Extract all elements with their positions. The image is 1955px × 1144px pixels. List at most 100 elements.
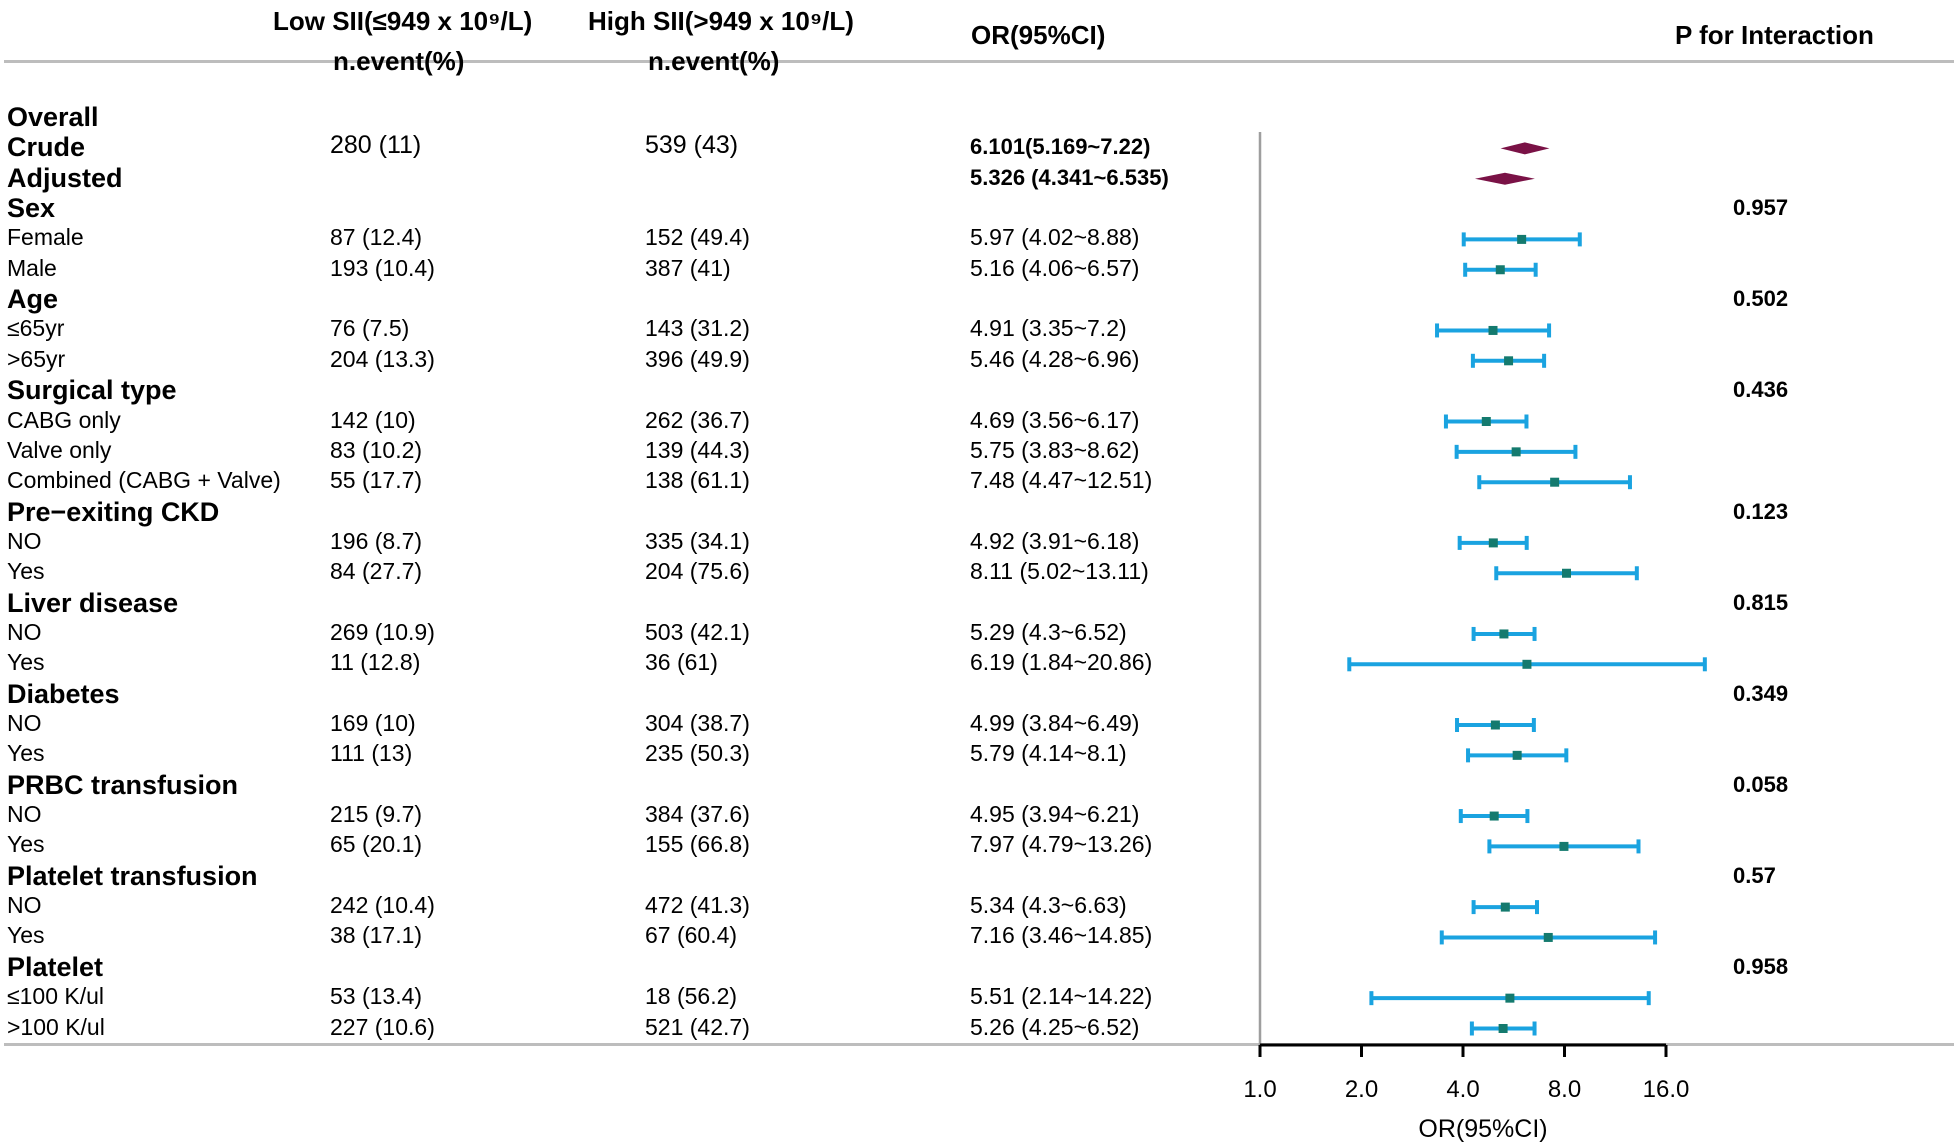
group-label: Overall: [7, 102, 99, 132]
low-sii-value: 242 (10.4): [330, 892, 435, 919]
x-tick-label: 1.0: [1243, 1076, 1276, 1103]
x-tick-label: 8.0: [1548, 1076, 1581, 1103]
low-sii-value: 55 (17.7): [330, 467, 423, 494]
header-p-title: P for Interaction: [1675, 20, 1874, 50]
or-ci-value: 5.51 (2.14~14.22): [970, 983, 1153, 1010]
high-sii-value: 155 (66.8): [645, 831, 750, 858]
or-ci-value: 4.91 (3.35~7.2): [970, 315, 1127, 342]
row-label: ≤65yr: [7, 315, 65, 342]
high-sii-value: 335 (34.1): [645, 527, 750, 554]
or-point: [1481, 417, 1491, 426]
or-point: [1489, 811, 1499, 821]
group-label: Surgical type: [7, 375, 177, 406]
top-rule: [4, 60, 1954, 63]
or-point: [1490, 720, 1500, 730]
or-ci-value: 5.97 (4.02~8.88): [970, 224, 1140, 251]
low-sii-value: 227 (10.6): [330, 1013, 435, 1040]
group-label: Age: [7, 284, 59, 315]
header-low-sub: n.event(%): [333, 46, 465, 76]
row-label: NO: [7, 892, 42, 919]
high-sii-value: 204 (75.6): [645, 558, 750, 585]
low-sii-value: 83 (10.2): [330, 436, 423, 463]
group-label: Diabetes: [7, 678, 120, 709]
or-point: [1500, 902, 1510, 912]
row-label: Yes: [7, 831, 45, 858]
row-label: Female: [7, 224, 84, 251]
or-ci-value: 5.326 (4.341~6.535): [970, 164, 1169, 190]
x-axis-title: OR(95%CI): [1418, 1115, 1547, 1143]
low-sii-value: 76 (7.5): [330, 315, 410, 342]
or-point: [1512, 750, 1522, 760]
group-label: Platelet transfusion: [7, 860, 258, 891]
row-label: Combined (CABG + Valve): [7, 467, 281, 494]
or-point: [1499, 629, 1509, 639]
low-sii-value: 280 (11): [330, 131, 422, 160]
group-label: Sex: [7, 193, 56, 224]
high-sii-value: 503 (42.1): [645, 618, 750, 645]
summary-diamond: [1474, 172, 1535, 185]
header-or-title: OR(95%CI): [971, 20, 1106, 50]
row-label: Yes: [7, 558, 45, 585]
or-ci-value: 5.75 (3.83~8.62): [970, 436, 1140, 463]
or-ci-value: 7.48 (4.47~12.51): [970, 467, 1153, 494]
low-sii-value: 65 (20.1): [330, 831, 423, 858]
row-label: ≤100 K/ul: [7, 983, 105, 1010]
or-ci-value: 5.26 (4.25~6.52): [970, 1013, 1140, 1040]
header-high-title: High SII(>949 x 10⁹/L): [588, 6, 854, 36]
low-sii-value: 169 (10): [330, 710, 416, 736]
low-sii-value: 53 (13.4): [330, 983, 423, 1010]
group-label: Pre−exiting CKD: [7, 496, 220, 527]
bottom-rule: [4, 1043, 1954, 1046]
low-sii-value: 11 (12.8): [330, 649, 421, 676]
or-ci-value: 5.29 (4.3~6.52): [970, 618, 1127, 645]
row-label: Male: [7, 254, 57, 281]
x-tick-label: 16.0: [1643, 1076, 1690, 1103]
row-label: NO: [7, 801, 42, 828]
low-sii-value: 87 (12.4): [330, 224, 423, 251]
or-point: [1488, 538, 1498, 548]
or-ci-value: 6.101(5.169~7.22): [970, 134, 1151, 160]
low-sii-value: 196 (8.7): [330, 527, 423, 554]
x-tick-label: 4.0: [1446, 1076, 1479, 1103]
row-label: Yes: [7, 922, 45, 949]
row-label: Yes: [7, 740, 45, 767]
or-point: [1498, 1024, 1508, 1033]
or-ci-value: 5.34 (4.3~6.63): [970, 892, 1127, 919]
or-ci-value: 5.79 (4.14~8.1): [970, 740, 1127, 767]
row-label: Valve only: [7, 436, 112, 463]
or-ci-value: 5.16 (4.06~6.57): [970, 254, 1140, 281]
or-ci-value: 8.11 (5.02~13.11): [970, 558, 1149, 585]
or-point: [1550, 477, 1560, 487]
or-point: [1559, 841, 1569, 851]
row-label: >65yr: [7, 345, 66, 372]
group-label: Adjusted: [7, 162, 123, 193]
header-high-sub: n.event(%): [648, 46, 780, 76]
or-ci-value: 5.46 (4.28~6.96): [970, 345, 1140, 372]
high-sii-value: 262 (36.7): [645, 406, 750, 433]
p-interaction-value: 0.349: [1733, 680, 1789, 706]
high-sii-value: 139 (44.3): [645, 436, 750, 463]
high-sii-value: 67 (60.4): [645, 922, 738, 949]
p-interaction-value: 0.957: [1733, 195, 1789, 221]
low-sii-value: 204 (13.3): [330, 345, 435, 372]
or-point: [1517, 234, 1527, 244]
row-label: Yes: [7, 649, 45, 676]
high-sii-value: 387 (41): [645, 254, 731, 281]
or-ci-value: 4.95 (3.94~6.21): [970, 801, 1140, 828]
or-ci-value: 7.16 (3.46~14.85): [970, 922, 1153, 949]
high-sii-value: 521 (42.7): [645, 1013, 750, 1040]
row-label: CABG only: [7, 406, 121, 433]
or-point: [1511, 447, 1521, 457]
or-point: [1505, 993, 1515, 1003]
low-sii-value: 215 (9.7): [330, 801, 423, 828]
high-sii-value: 396 (49.9): [645, 345, 750, 372]
or-point: [1543, 932, 1553, 942]
high-sii-value: 235 (50.3): [645, 740, 750, 767]
summary-diamond: [1500, 142, 1550, 155]
p-interaction-value: 0.123: [1733, 498, 1789, 524]
header-low-title: Low SII(≤949 x 10⁹/L): [273, 6, 533, 36]
or-ci-value: 4.92 (3.91~6.18): [970, 527, 1140, 554]
low-sii-value: 269 (10.9): [330, 618, 435, 645]
low-sii-value: 142 (10): [330, 406, 416, 433]
